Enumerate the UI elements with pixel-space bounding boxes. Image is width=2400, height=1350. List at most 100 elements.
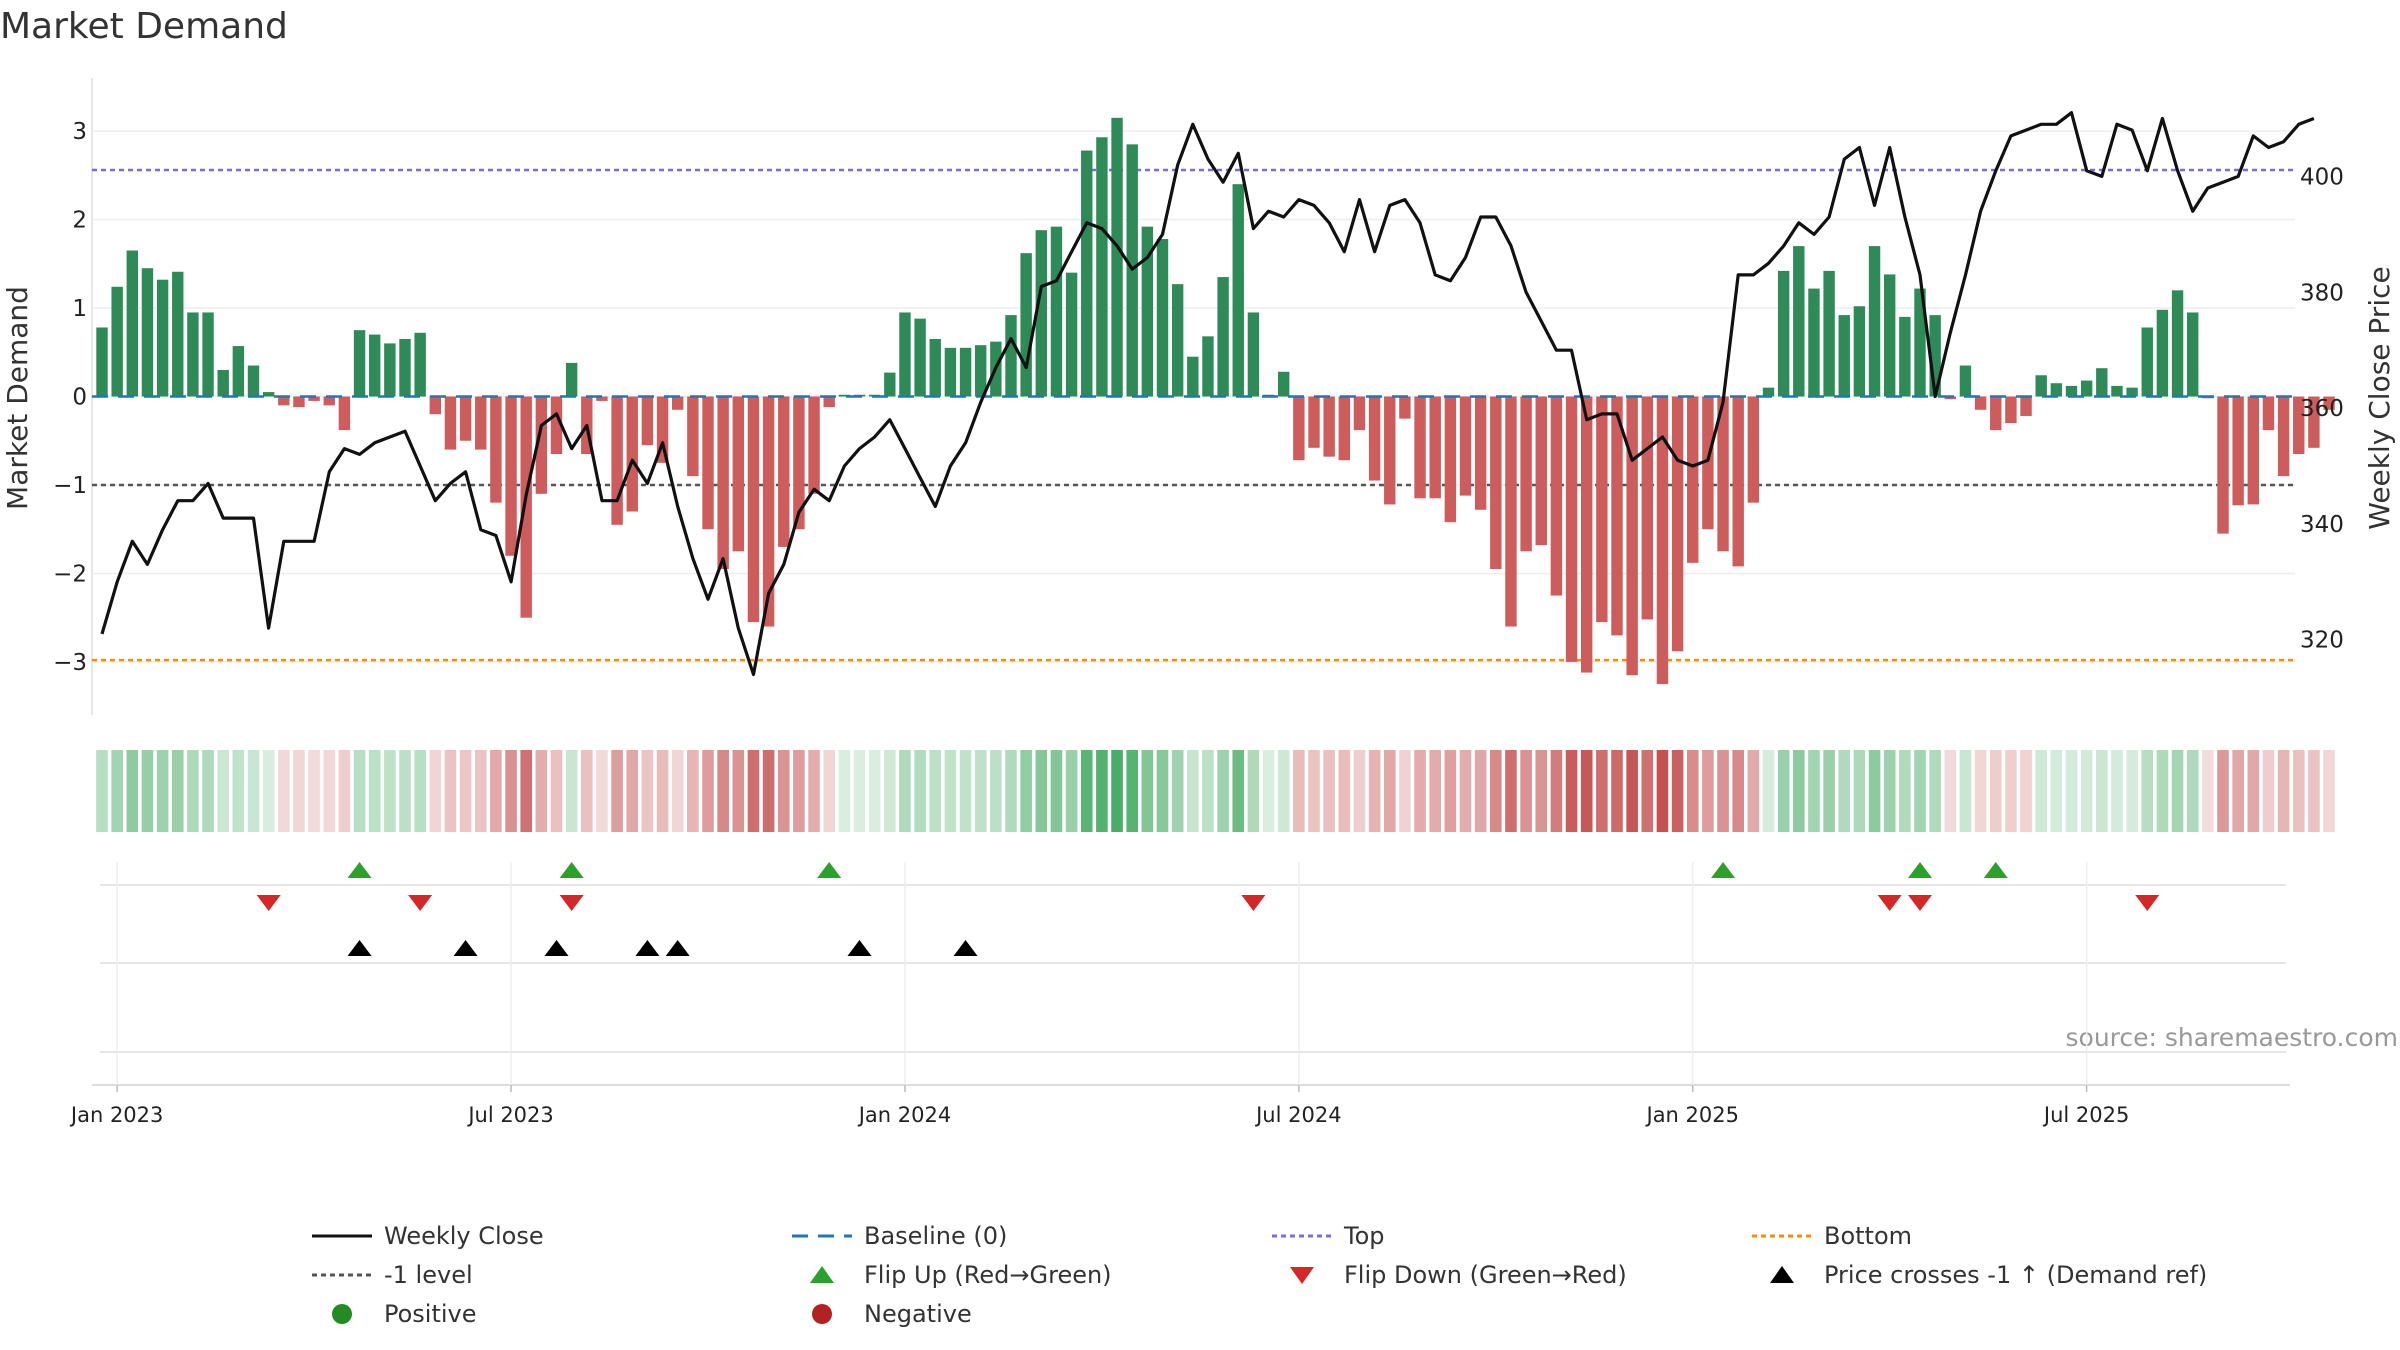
- demand-bar: [2020, 396, 2032, 416]
- source-text: source: sharemaestro.com: [2066, 1023, 2399, 1052]
- demand-bar: [338, 396, 351, 431]
- heatmap-cell: [1702, 750, 1714, 832]
- heatmap-cell: [656, 750, 669, 832]
- legend-label: Positive: [384, 1300, 477, 1328]
- demand-bar: [1368, 396, 1381, 481]
- heatmap-cell: [1187, 750, 1199, 832]
- price-series: [100, 111, 2315, 677]
- heatmap-cell: [1050, 750, 1063, 832]
- heatmap-cell: [611, 750, 623, 832]
- demand-bar: [323, 396, 335, 406]
- heatmap-cell: [1762, 750, 1775, 832]
- demand-bar: [1687, 396, 1699, 563]
- demand-bar: [202, 312, 214, 397]
- demand-bar: [1808, 288, 1820, 397]
- heatmap-cell: [853, 750, 866, 832]
- heatmap-cell: [1005, 750, 1017, 832]
- y-left-tick-label: 0: [72, 385, 87, 411]
- y-left-tick-label: 3: [72, 119, 87, 145]
- heatmap-cell: [823, 750, 835, 832]
- heatmap-cell: [1141, 750, 1154, 832]
- heatmap-cell: [126, 750, 139, 832]
- heatmap-cell: [1914, 750, 1926, 832]
- demand-bar: [1202, 336, 1214, 397]
- heatmap-cell: [1596, 750, 1608, 832]
- heatmap-cell: [1959, 750, 1972, 832]
- heatmap-cell: [959, 750, 972, 832]
- heatmap-cell: [232, 750, 245, 832]
- demand-bar: [444, 396, 457, 450]
- demand-bar: [641, 396, 654, 446]
- heatmap-cell: [2065, 750, 2078, 832]
- heatmap-cell: [368, 750, 381, 832]
- demand-bar: [1050, 226, 1063, 397]
- heatmap-cell: [1399, 750, 1411, 832]
- demand-bar: [308, 396, 320, 401]
- demand-bar: [1823, 270, 1835, 397]
- demand-bar: [96, 327, 108, 397]
- heatmap-cell: [1414, 750, 1426, 832]
- demand-bar: [232, 346, 245, 397]
- demand-bar: [1732, 396, 1744, 567]
- demand-bar: [1490, 396, 1502, 570]
- heatmap-cell: [1202, 750, 1214, 832]
- demand-bar: [2293, 396, 2305, 455]
- heatmap-cell: [1520, 750, 1532, 832]
- heatmap-cell: [1899, 750, 1911, 832]
- heatmap-cell: [2292, 750, 2305, 832]
- y-left-label: Market Demand: [1, 286, 34, 510]
- demand-heatmap-strip: [96, 750, 2335, 832]
- demand-bar: [1353, 396, 1366, 431]
- heatmap-cell: [1096, 750, 1108, 832]
- heatmap-cell: [262, 750, 275, 832]
- heatmap-cell: [974, 750, 987, 832]
- heatmap-cell: [944, 750, 957, 832]
- heatmap-cell: [1444, 750, 1457, 832]
- heatmap-cell: [1429, 750, 1441, 832]
- heatmap-cell: [535, 750, 548, 832]
- x-tick-label: Jul 2025: [2042, 1103, 2129, 1127]
- demand-bar: [1899, 316, 1911, 397]
- demand-bar: [1959, 365, 1972, 397]
- demand-bar: [1444, 396, 1457, 523]
- heatmap-cell: [429, 750, 442, 832]
- heatmap-cell: [2277, 750, 2290, 832]
- demand-bar: [2187, 312, 2199, 397]
- price-cross-marker: [953, 940, 978, 956]
- demand-bar: [1384, 396, 1396, 505]
- demand-bar: [475, 396, 487, 450]
- y-right-tick-label: 360: [2300, 396, 2344, 422]
- reference-levels: [92, 168, 2295, 662]
- demand-bar: [1611, 396, 1623, 636]
- heatmap-cell: [550, 750, 563, 832]
- demand-bar: [505, 396, 517, 556]
- heatmap-cell: [1065, 750, 1078, 832]
- y-right-tick-label: 340: [2300, 512, 2344, 538]
- heatmap-cell: [1883, 750, 1896, 832]
- demand-bar: [1474, 396, 1487, 510]
- heatmap-cell: [2111, 750, 2123, 832]
- heatmap-cell: [1217, 750, 1229, 832]
- demand-bar: [490, 396, 502, 503]
- demand-bar: [884, 372, 896, 397]
- heatmap-cell: [1838, 750, 1851, 832]
- heatmap-cell: [293, 750, 305, 832]
- heatmap-cell: [2232, 750, 2244, 832]
- demand-bar: [1581, 396, 1593, 673]
- heatmap-cell: [2020, 750, 2032, 832]
- demand-bar: [793, 396, 805, 530]
- flip-up-marker: [1983, 862, 2008, 878]
- heatmap-cell: [1323, 750, 1335, 832]
- heatmap-cell: [1853, 750, 1866, 832]
- heatmap-cell: [868, 750, 881, 832]
- heatmap-cell: [2171, 750, 2184, 832]
- demand-bar: [672, 396, 684, 410]
- chart-title: Market Demand: [0, 6, 288, 47]
- heatmap-cell: [732, 750, 745, 832]
- heatmap-cell: [1338, 750, 1351, 832]
- heatmap-cell: [1974, 750, 1987, 832]
- demand-bar: [2141, 327, 2153, 397]
- demand-bar: [2065, 385, 2078, 397]
- heatmap-cell: [1262, 750, 1275, 832]
